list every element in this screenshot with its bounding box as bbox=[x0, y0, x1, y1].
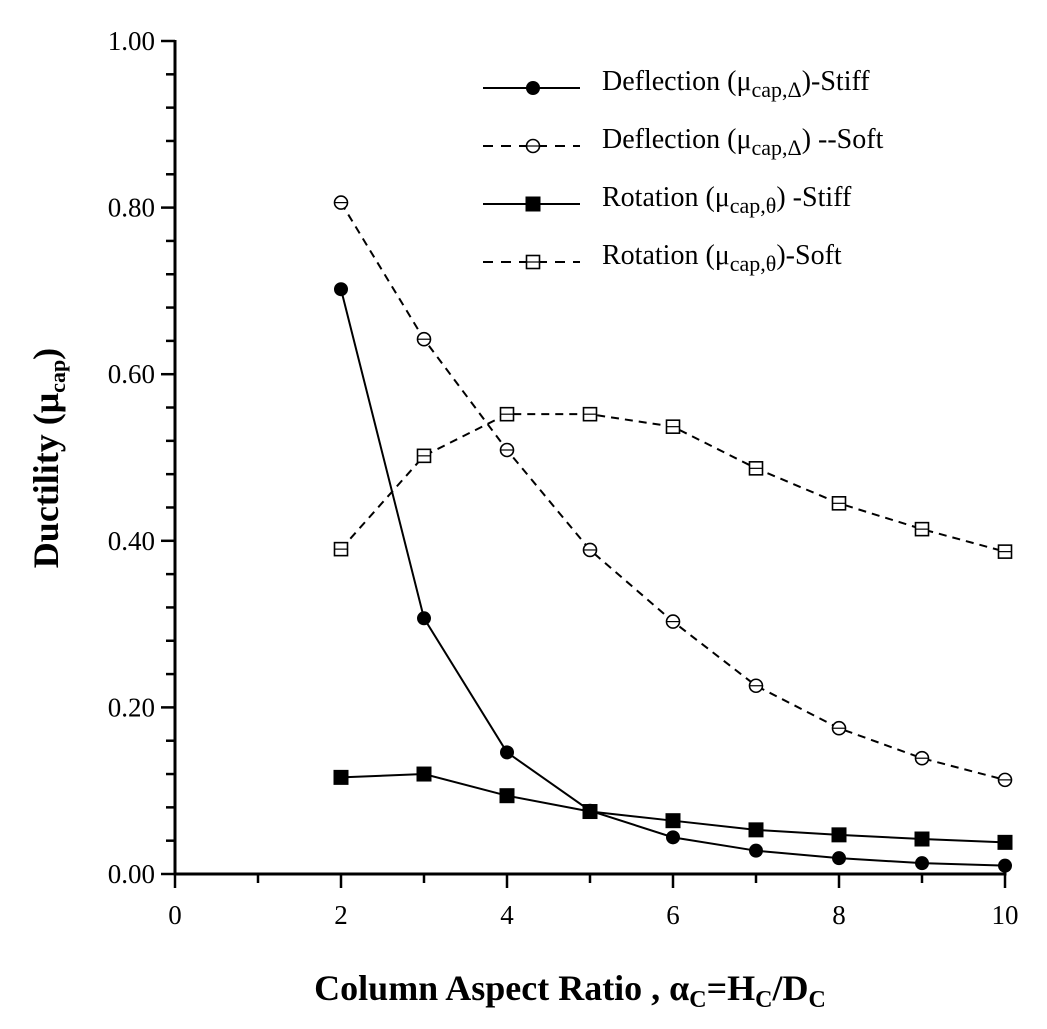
x-tick-label: 6 bbox=[666, 900, 680, 930]
x-tick-label: 4 bbox=[500, 900, 514, 930]
filled-circle-marker bbox=[832, 851, 846, 866]
text-part: /D bbox=[771, 968, 808, 1008]
text-part: Ductility (μ bbox=[26, 393, 66, 568]
x-tick-label: 8 bbox=[832, 900, 846, 930]
y-tick-label: 0.40 bbox=[108, 526, 155, 556]
filled-circle-marker bbox=[915, 856, 929, 871]
filled-square-marker bbox=[582, 804, 598, 820]
filled-circle-marker bbox=[417, 611, 431, 626]
text-part: ) --Soft bbox=[802, 124, 884, 155]
text-part: Deflection (μ bbox=[602, 124, 752, 155]
y-tick-label: 1.00 bbox=[108, 26, 155, 56]
y-tick-label: 0.80 bbox=[108, 193, 155, 223]
filled-square-marker bbox=[665, 813, 681, 829]
text-part: ) -Stiff bbox=[776, 182, 852, 213]
filled-circle-marker bbox=[998, 858, 1012, 873]
filled-circle-marker bbox=[500, 745, 514, 760]
filled-square-marker bbox=[831, 827, 847, 843]
y-axis-label: Ductility (μcap) bbox=[26, 348, 70, 568]
filled-square-marker bbox=[333, 769, 349, 785]
subscript-text: C bbox=[689, 987, 706, 1013]
text-part: Deflection (μ bbox=[602, 66, 752, 97]
filled-square-marker bbox=[499, 788, 515, 804]
subscript-text: cap,Δ bbox=[752, 135, 802, 160]
series-2 bbox=[333, 766, 1013, 850]
legend-label: Deflection (μcap,Δ)-Stiff bbox=[602, 66, 870, 102]
text-part: )-Stiff bbox=[802, 66, 871, 97]
x-tick-label: 2 bbox=[334, 900, 348, 930]
filled-circle-marker bbox=[749, 843, 763, 858]
text-part: =H bbox=[707, 968, 756, 1008]
filled-circle-marker bbox=[666, 830, 680, 845]
subscript-text: cap bbox=[45, 360, 70, 393]
subscript-text: cap,Δ bbox=[752, 77, 802, 102]
subscript-text: cap,θ bbox=[730, 193, 777, 218]
x-tick-label: 0 bbox=[168, 900, 182, 930]
subscript-text: cap,θ bbox=[730, 251, 777, 276]
series-1 bbox=[333, 195, 1013, 788]
y-tick-label: 0.20 bbox=[108, 692, 155, 722]
series-line bbox=[340, 202, 1006, 781]
text-part: Rotation (μ bbox=[602, 182, 730, 213]
subscript-text: C bbox=[808, 987, 825, 1013]
series-3 bbox=[333, 406, 1013, 559]
subscript-text: C bbox=[755, 987, 772, 1013]
y-tick-label: 0.00 bbox=[108, 859, 155, 889]
legend-label: Deflection (μcap,Δ) --Soft bbox=[602, 124, 884, 160]
legend-label: Rotation (μcap,θ) -Stiff bbox=[602, 182, 852, 218]
legend-label: Rotation (μcap,θ)-Soft bbox=[602, 240, 842, 276]
x-tick-label: 10 bbox=[992, 900, 1019, 930]
filled-square-marker bbox=[997, 834, 1013, 850]
text-part: Column Aspect Ratio , α bbox=[314, 968, 689, 1008]
y-tick-label: 0.60 bbox=[108, 359, 155, 389]
series-0 bbox=[334, 282, 1012, 873]
filled-square-marker bbox=[748, 822, 764, 838]
filled-square-marker bbox=[525, 196, 541, 212]
text-part: )-Soft bbox=[776, 240, 842, 271]
x-axis-label: Column Aspect Ratio , αC=HC/DC bbox=[314, 968, 826, 1013]
filled-circle-marker bbox=[526, 81, 540, 95]
filled-circle-marker bbox=[334, 282, 348, 297]
filled-square-marker bbox=[914, 831, 930, 847]
series-line bbox=[340, 413, 1006, 553]
text-part: Rotation (μ bbox=[602, 240, 730, 271]
text-part: ) bbox=[26, 348, 66, 360]
filled-square-marker bbox=[416, 766, 432, 782]
